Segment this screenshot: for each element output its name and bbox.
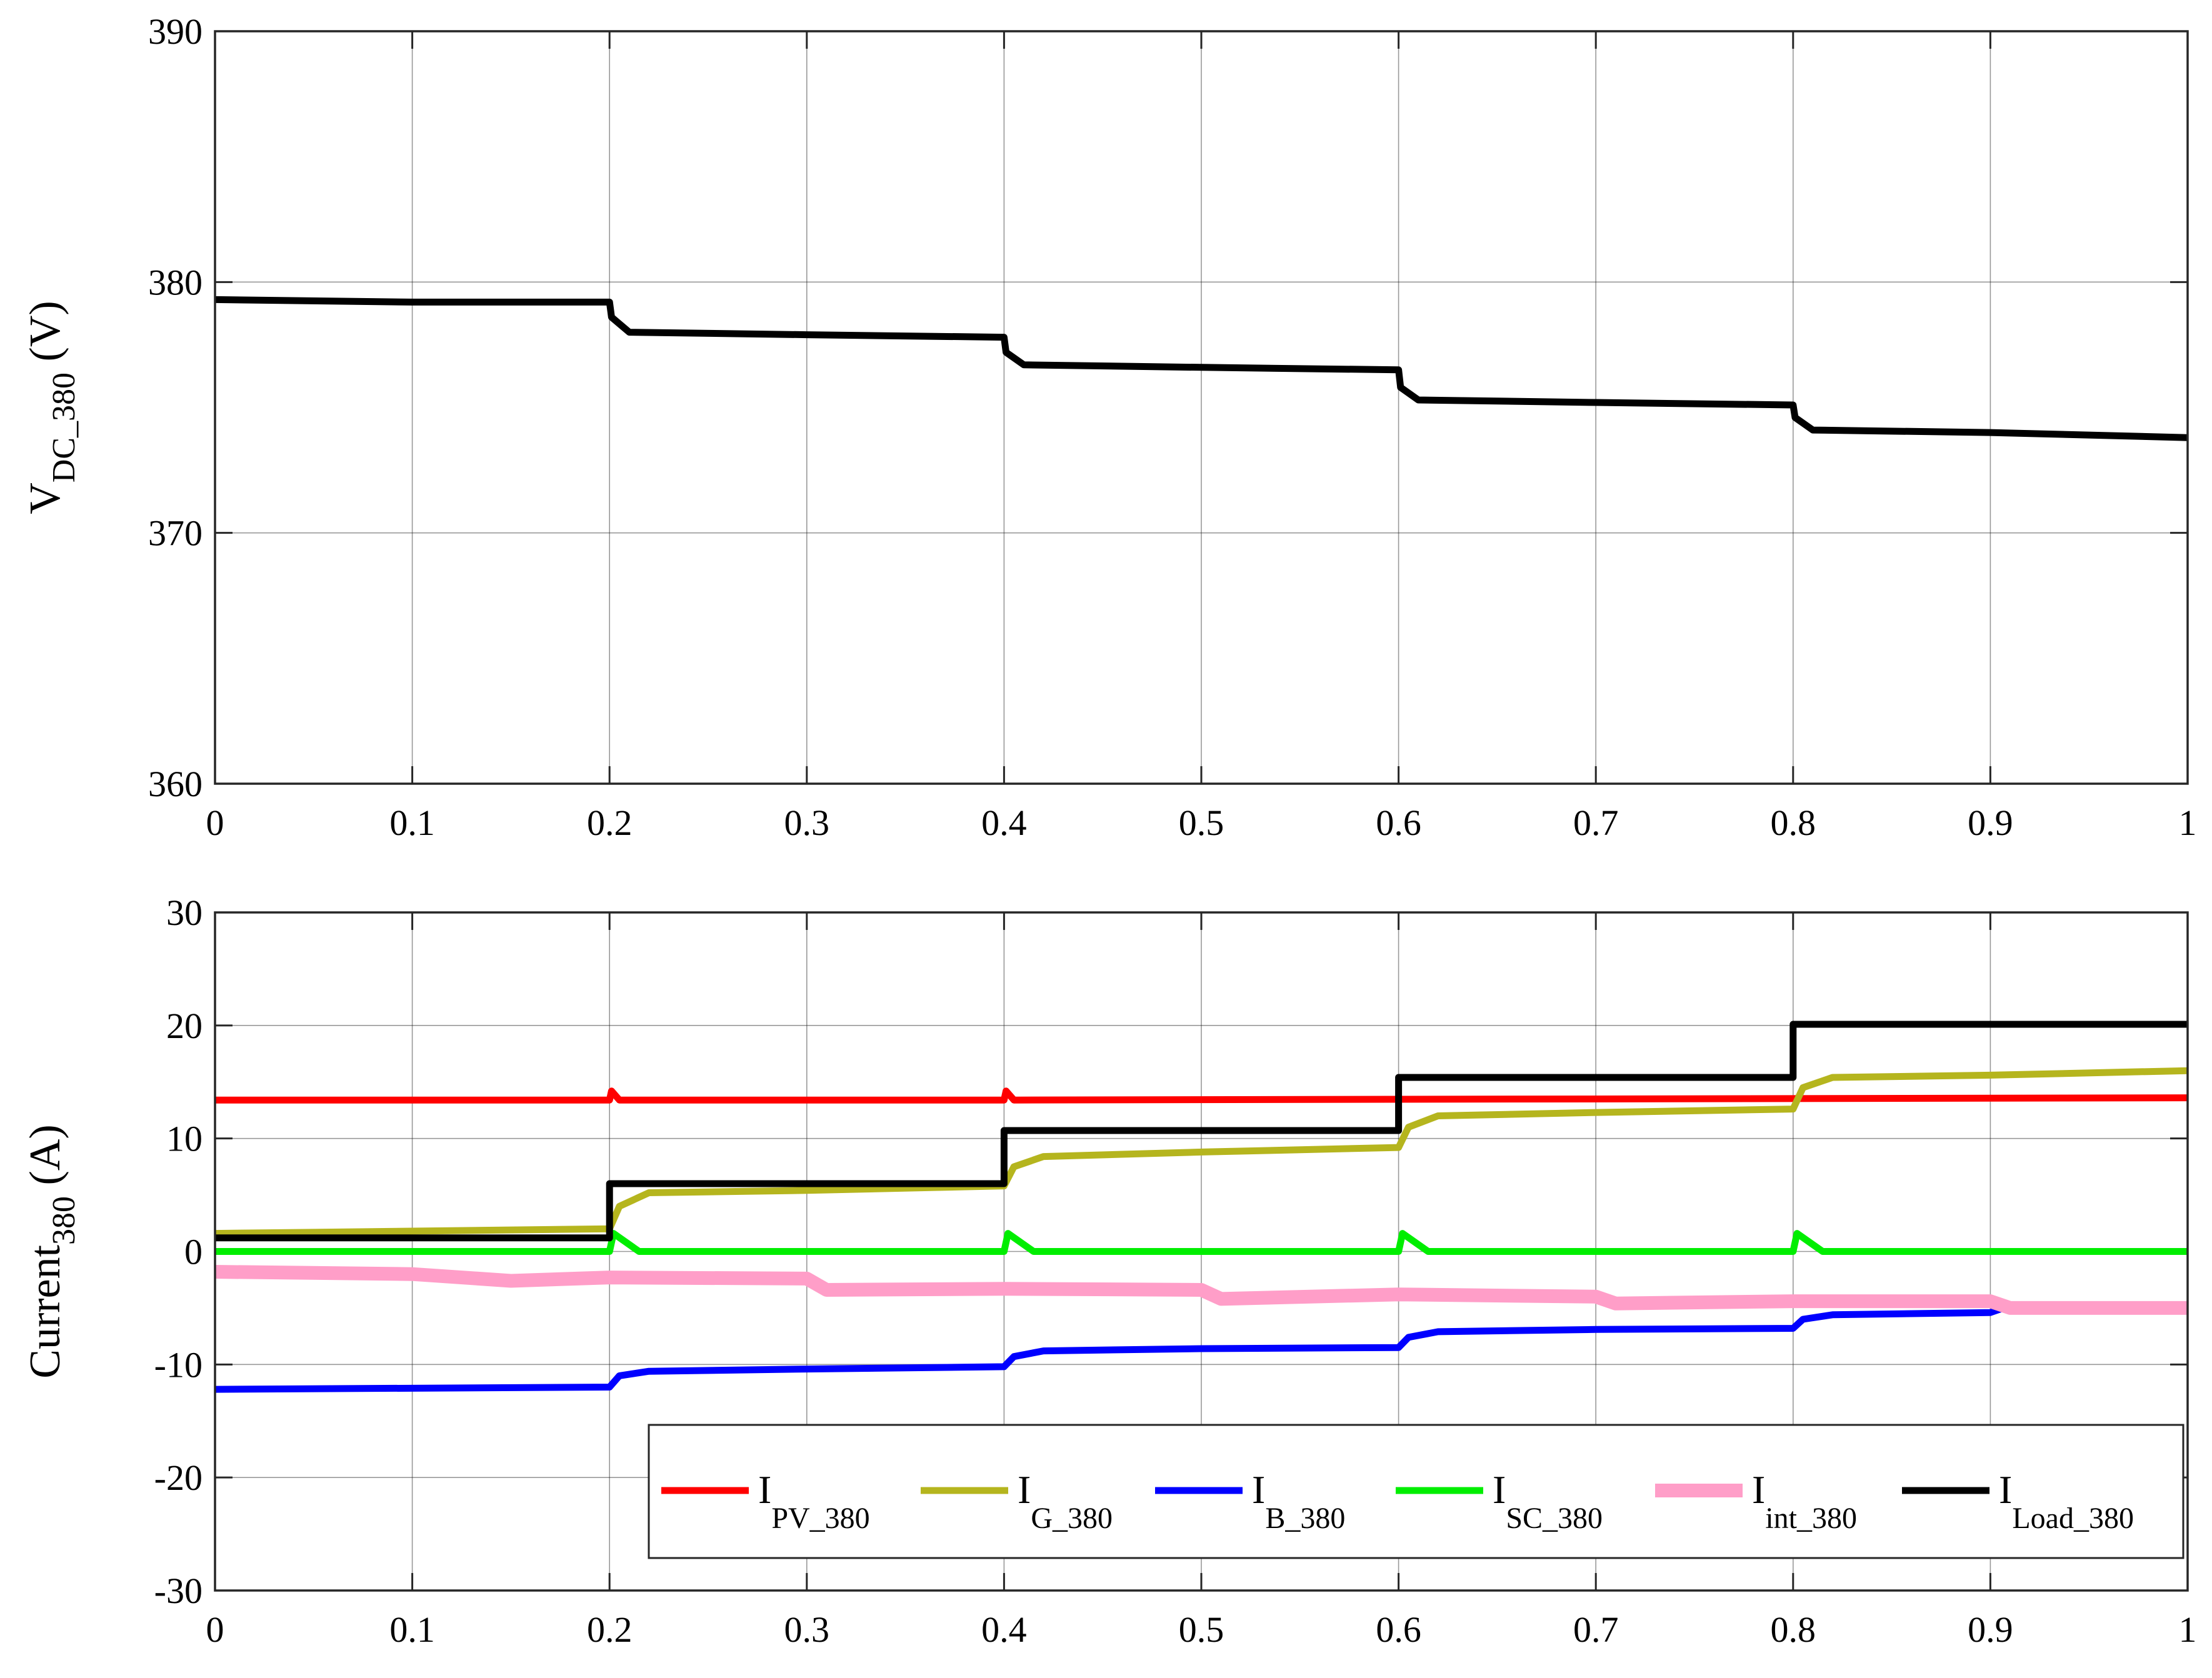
legend-label-sub: G_380 (1031, 1502, 1113, 1535)
x-tick-label: 0.4 (981, 1609, 1027, 1650)
y-tick-label: 390 (148, 11, 203, 52)
legend-label: ISC_380 (1493, 1467, 1603, 1535)
voltage-plot-panel: 0 0.1 0.2 0.3 0.4 0.5 0.6 0.7 0.8 0.9 1 360 370 380 39… (21, 11, 2197, 843)
x-tick-label: 0.3 (784, 1609, 830, 1650)
x-tick-label: 0.4 (981, 802, 1027, 843)
legend-label: ILoad_380 (1999, 1467, 2134, 1535)
x-tick-label: 0.8 (1771, 802, 1816, 843)
legend-label-main: I (1018, 1467, 1031, 1512)
y-axis-label-sub: DC_380 (46, 372, 82, 482)
y-axis-label-unit: (V) (21, 301, 69, 372)
x-tick-label: 0 (206, 802, 224, 843)
legend-label: IPV_380 (758, 1467, 870, 1535)
x-tick-label: 0.9 (1968, 802, 2013, 843)
x-tick-label: 0.7 (1573, 802, 1619, 843)
x-tick-label: 0.2 (587, 802, 633, 843)
y-tick-label: 0 (184, 1232, 203, 1272)
series-line-series-0 (215, 296, 2188, 441)
legend-item: IPV_380 (661, 1467, 870, 1535)
x-tick-label: 0.5 (1179, 1609, 1224, 1650)
legend-label-main: I (758, 1467, 771, 1512)
x-tick-label: 1 (2179, 1609, 2197, 1650)
legend-label-sub: PV_380 (771, 1502, 869, 1535)
series-line-load-380 (215, 1021, 2188, 1242)
legend-label-sub: B_380 (1265, 1502, 1345, 1535)
legend-label-main: I (1752, 1467, 1765, 1512)
y-tick-label: 370 (148, 513, 203, 554)
axes-frame (214, 30, 2189, 785)
series-line-g-380 (215, 1067, 2188, 1237)
legend-label-sub: Load_380 (2012, 1502, 2134, 1535)
x-tick-label: 0.9 (1968, 1609, 2013, 1650)
legend-label: IB_380 (1252, 1467, 1345, 1535)
legend-item: Iint_380 (1655, 1467, 1857, 1535)
series-line-sc-380 (215, 1230, 2188, 1255)
y-axis-label: VDC_380 (V) (21, 301, 82, 514)
y-axis-label-unit: (A) (21, 1124, 69, 1196)
legend-item: IG_380 (921, 1467, 1113, 1535)
x-tick-label: 0.7 (1573, 1609, 1619, 1650)
series-line-pv-380 (215, 1087, 2188, 1104)
plot-area (215, 31, 2188, 784)
x-tick-label: 0.6 (1376, 802, 1421, 843)
legend-item: ILoad_380 (1902, 1467, 2134, 1535)
legend-label-main: I (1493, 1467, 1506, 1512)
legend-label-main: I (1252, 1467, 1265, 1512)
legend-label-main: I (1999, 1467, 2012, 1512)
y-tick-label: 10 (166, 1119, 203, 1159)
y-tick-label: 20 (166, 1006, 203, 1046)
y-tick-label: -30 (154, 1571, 203, 1611)
legend: IPV_380IG_380IB_380ISC_380Iint_380ILoad_… (648, 1424, 2184, 1559)
legend-label-sub: SC_380 (1506, 1502, 1603, 1535)
x-tick-label: 0 (206, 1609, 224, 1650)
legend-label-sub: int_380 (1765, 1502, 1857, 1535)
x-tick-label: 1 (2179, 802, 2197, 843)
series-line-b-380 (215, 1302, 2011, 1393)
y-tick-label: 30 (166, 892, 203, 933)
series-group (215, 1021, 2188, 1393)
axes-frame (214, 911, 2189, 1592)
y-axis-label-main: V (21, 482, 69, 514)
x-tick-label: 0.6 (1376, 1609, 1421, 1650)
legend-item: ISC_380 (1396, 1467, 1603, 1535)
x-tick-label: 0.5 (1179, 802, 1224, 843)
series-group (215, 296, 2188, 441)
legend-label: IG_380 (1018, 1467, 1113, 1535)
y-tick-label: -20 (154, 1457, 203, 1498)
y-axis-label: Current380 (A) (21, 1124, 82, 1379)
series-line-int-380 (215, 1265, 2188, 1315)
x-tick-label: 0.2 (587, 1609, 633, 1650)
x-tick-label: 0.3 (784, 802, 830, 843)
x-tick-label: 0.1 (389, 1609, 435, 1650)
legend-label: Iint_380 (1752, 1467, 1857, 1535)
legend-item: IB_380 (1155, 1467, 1345, 1535)
y-axis-label-sub: 380 (46, 1196, 82, 1245)
x-tick-label: 0.1 (389, 802, 435, 843)
y-axis-label-main: Current (21, 1244, 69, 1378)
x-tick-label: 0.8 (1771, 1609, 1816, 1650)
y-tick-label: 360 (148, 764, 203, 804)
y-tick-label: -10 (154, 1344, 203, 1385)
current-plot-panel: 0 0.1 0.2 0.3 0.4 0.5 0.6 0.7 0.8 0.9 1 -30 -20 -10 0 1… (21, 892, 2197, 1650)
y-tick-label: 380 (148, 262, 203, 302)
